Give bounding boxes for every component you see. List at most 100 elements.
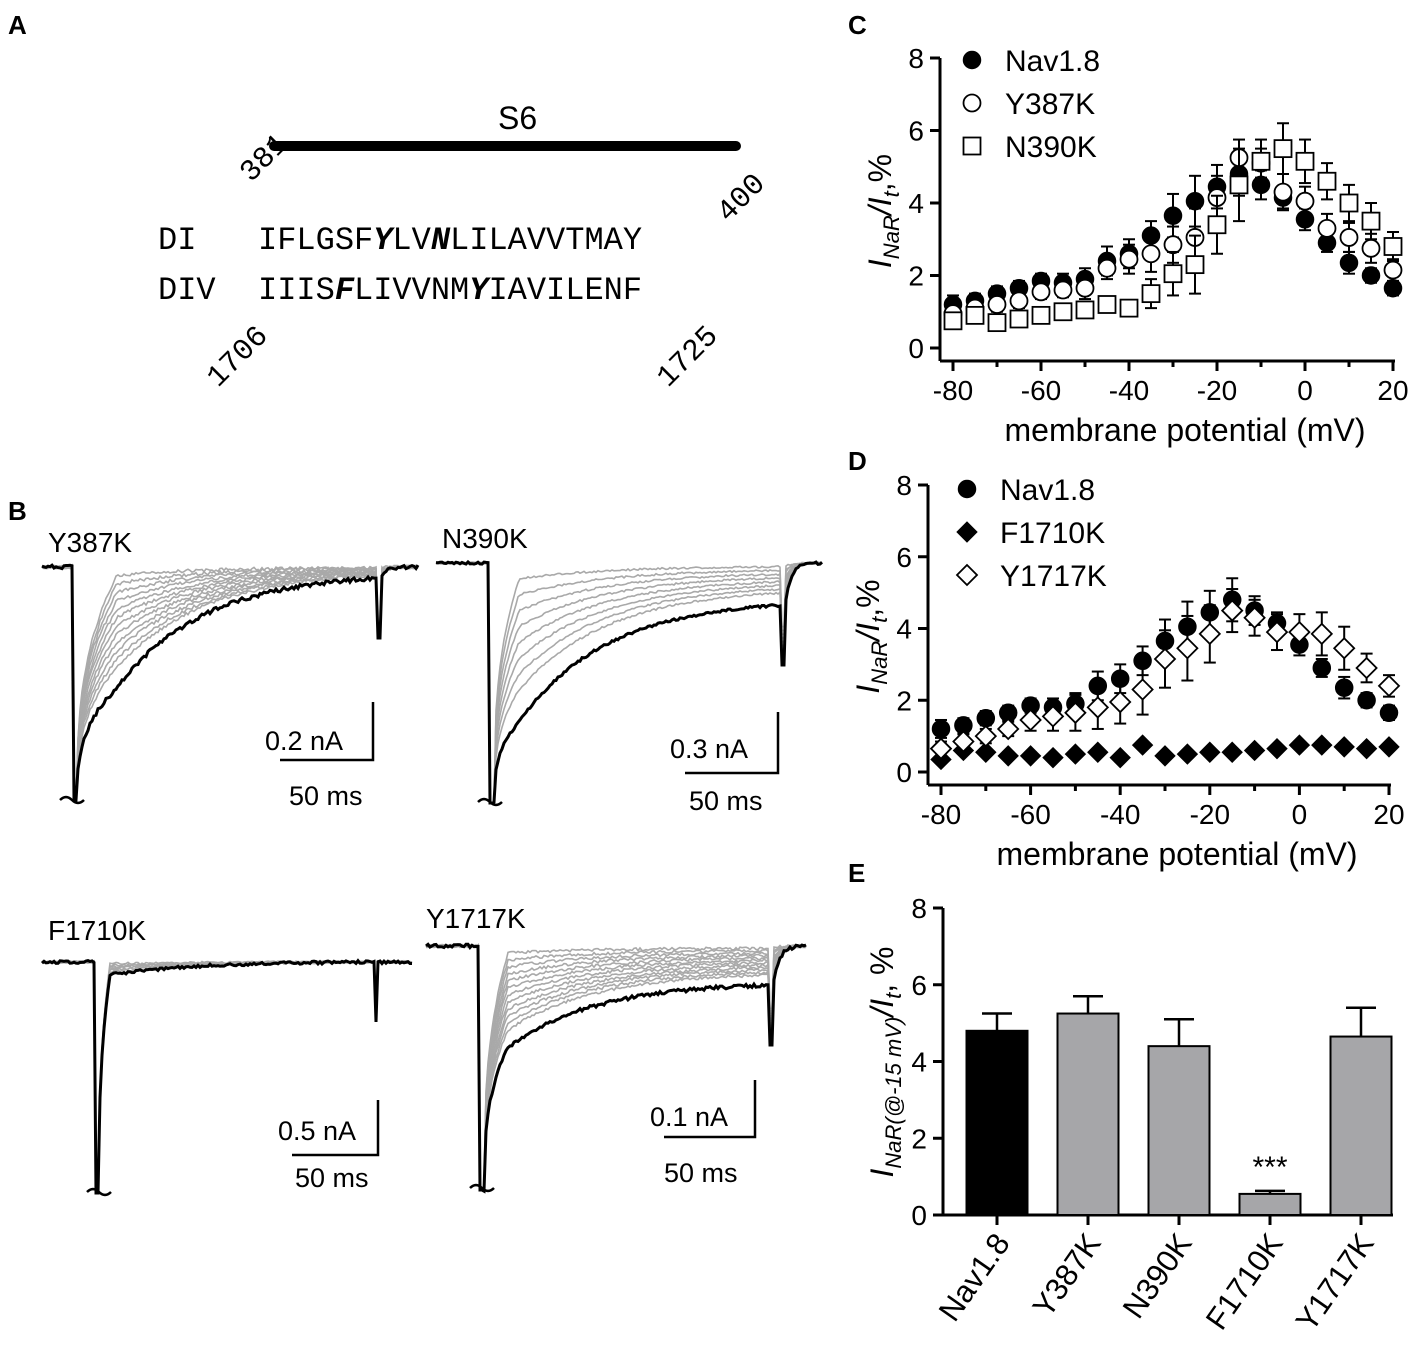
- chart-c-legend-label: N390K: [1005, 131, 1097, 164]
- chart-e-bar: [1149, 1046, 1210, 1215]
- chart-d-y-tick-label: 8: [896, 470, 912, 501]
- chart-e-bar: [1240, 1194, 1301, 1215]
- grey-trace: [436, 562, 822, 803]
- scale-current-n390k: 0.3 nA: [670, 734, 748, 764]
- chart-d-point: [933, 720, 950, 737]
- chart-c-point: [1143, 285, 1160, 302]
- chart-c-y-axis-title-part: NaR: [879, 215, 904, 259]
- chart-c-x-tick-label: 20: [1377, 375, 1408, 406]
- chart-d-x-axis-title: membrane potential (mV): [996, 836, 1357, 872]
- chart-c-point: [1033, 307, 1050, 324]
- trace-n390k: N390K 0.3 nA 50 ms: [436, 523, 822, 816]
- grey-trace: [426, 945, 806, 1191]
- div-seq-part-3: IAVILENF: [488, 272, 642, 309]
- chart-d-point: [1312, 735, 1332, 755]
- chart-c-point: [989, 296, 1006, 313]
- grey-trace: [436, 562, 822, 803]
- chart-d-x-tick-label: -20: [1190, 799, 1230, 830]
- chart-e-y-tick-label: 6: [911, 970, 927, 1001]
- chart-c-y-tick-label: 6: [908, 116, 924, 147]
- chart-d-y-tick-label: 6: [896, 542, 912, 573]
- chart-c-point: [1099, 260, 1116, 277]
- chart-c-point: [1121, 300, 1138, 317]
- chart-d-point: [1088, 742, 1108, 762]
- chart-d-point: [931, 739, 951, 759]
- chart-c-point: [1077, 280, 1094, 297]
- chart-d-legend-label: F1710K: [1000, 517, 1105, 550]
- chart-d-point: [977, 710, 994, 727]
- chart-c-legend-label: Y387K: [1005, 88, 1095, 121]
- chart-c-y-tick-label: 8: [908, 43, 924, 74]
- chart-d-point: [1381, 704, 1398, 721]
- chart-c-point: [1011, 292, 1028, 309]
- s6-label: S6: [498, 100, 537, 136]
- chart-e-y-axis-title: INaR(@-15 mV)/It, %: [864, 947, 906, 1178]
- grey-traces-y1717k: [426, 945, 806, 1191]
- chart-e-x-tick-label: F1710K: [1199, 1227, 1290, 1336]
- chart-d-point: [1222, 742, 1242, 762]
- chart-c-point: [1341, 254, 1358, 271]
- div-sequence: IIISFLIVVNMYIAVILENF: [258, 272, 642, 309]
- di-sequence: IFLGSFYLVNLILAVVTMAY: [258, 222, 642, 259]
- chart-e-bar: [967, 1031, 1028, 1215]
- chart-c-point: [1143, 245, 1160, 262]
- chart-c-x-tick-label: -40: [1109, 375, 1149, 406]
- chart-d-point: [1267, 739, 1287, 759]
- chart-e-x-tick-label: Y387K: [1026, 1227, 1108, 1324]
- chart-d-point: [1155, 649, 1175, 669]
- scale-current-y387k: 0.2 nA: [265, 726, 343, 756]
- black-trace-f1710k: [42, 961, 412, 1193]
- chart-d-legend-marker: [957, 565, 977, 585]
- chart-c-point: [989, 314, 1006, 331]
- chart-c-point: [1341, 229, 1358, 246]
- break-symbol-y387k: [60, 797, 84, 803]
- chart-d-point: [998, 746, 1018, 766]
- chart-d-point: [1065, 744, 1085, 764]
- residue-number-1706: 1706: [201, 320, 276, 395]
- trace-label-f1710k: F1710K: [48, 915, 146, 946]
- panel-a: A S6 381 400 DI IFLGSFYLVNLILAVVTMAY DIV…: [8, 10, 773, 395]
- black-trace-y387k: [42, 565, 418, 800]
- chart-d-point: [1088, 697, 1108, 717]
- chart-d-legend-label: Nav1.8: [1000, 474, 1095, 507]
- chart-d-y-axis-title: INaR/It,%: [850, 579, 892, 693]
- chart-d-point: [1200, 624, 1220, 644]
- chart-d-point: [1177, 744, 1197, 764]
- chart-c-point: [1187, 193, 1204, 210]
- panel-label-c: C: [848, 10, 867, 40]
- chart-d-legend-marker: [957, 522, 977, 542]
- chart-d-point: [1312, 624, 1332, 644]
- grey-trace: [436, 562, 822, 803]
- chart-e-y-tick-label: 2: [911, 1123, 927, 1154]
- chart-c-point: [1011, 311, 1028, 328]
- chart-d-y-tick-label: 0: [896, 757, 912, 788]
- chart-c-legend-label: Nav1.8: [1005, 45, 1100, 78]
- chart-d-x-tick-label: -60: [1010, 799, 1050, 830]
- chart-c-legend-marker: [964, 95, 981, 112]
- chart-e-y-tick-label: 0: [911, 1200, 927, 1231]
- chart-c-legend-marker: [964, 52, 981, 69]
- chart-c-y-tick-label: 2: [908, 261, 924, 292]
- chart-c-point: [1099, 296, 1116, 313]
- chart-c-y-tick-label: 0: [908, 333, 924, 364]
- chart-d-point: [1336, 679, 1353, 696]
- chart-e-y-tick-label: 8: [911, 893, 927, 924]
- di-seq-part-2: LV: [392, 222, 431, 259]
- div-label: DIV: [158, 272, 216, 309]
- residue-number-400: 400: [711, 168, 773, 230]
- chart-c-point: [1385, 280, 1402, 297]
- residue-number-381: 381: [234, 128, 296, 190]
- chart-d-point: [1133, 735, 1153, 755]
- chart-e-x-tick-label: N390K: [1116, 1227, 1199, 1325]
- chart-c-point: [1165, 236, 1182, 253]
- chart-c-point: [1275, 184, 1292, 201]
- chart-d-y-axis-title-part: NaR: [867, 641, 892, 685]
- chart-c-x-tick-label: -60: [1021, 375, 1061, 406]
- chart-d: D 02468-80 -60 -40 -20 0 20membrane potential…: [848, 446, 1405, 872]
- chart-d-point: [998, 719, 1018, 739]
- di-seq-part-1: IFLGSF: [258, 222, 373, 259]
- chart-d-point: [1245, 740, 1265, 760]
- chart-e-bar: [1331, 1037, 1392, 1215]
- chart-d-point: [1334, 737, 1354, 757]
- chart-d-point: [1110, 692, 1130, 712]
